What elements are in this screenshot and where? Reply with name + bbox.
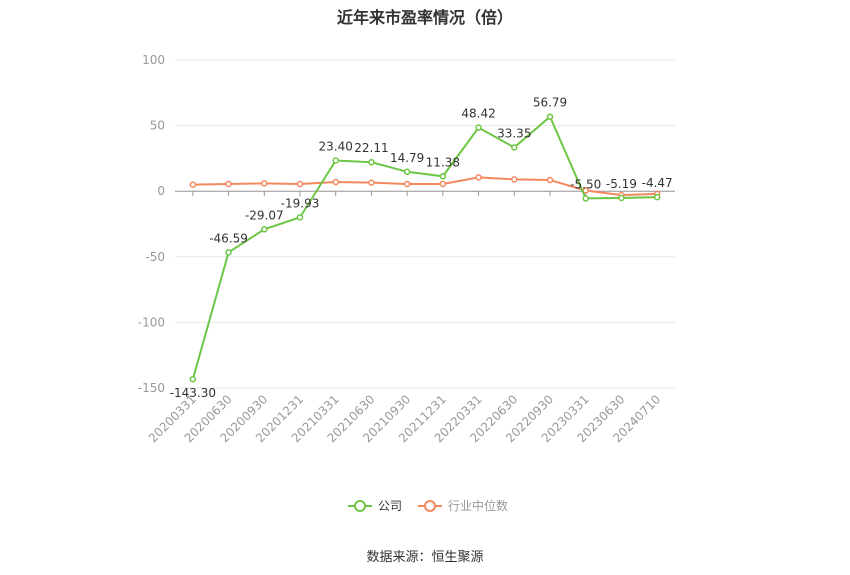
data-label: -4.47 [642, 176, 673, 190]
legend-item: 公司 [348, 499, 402, 513]
legend-label: 公司 [378, 499, 402, 513]
data-point [546, 176, 554, 184]
grid-lines [175, 59, 675, 389]
data-label: -46.59 [209, 231, 248, 245]
x-axis: 2020033120200630202009302020123120210331… [146, 190, 675, 445]
series-line [191, 115, 658, 380]
data-label: -19.93 [281, 196, 320, 210]
data-point [261, 226, 268, 233]
data-point [475, 174, 482, 181]
data-point [439, 180, 447, 188]
data-label: 33.35 [497, 126, 531, 140]
y-tick-label: -150 [138, 381, 165, 395]
data-point [653, 193, 661, 201]
data-point [546, 113, 554, 120]
data-point [296, 214, 304, 221]
data-point [225, 249, 232, 256]
y-axis: 100 50 0 -50 -100 -150 [138, 53, 165, 395]
data-point [296, 180, 304, 188]
y-tick-label: -50 [145, 250, 165, 264]
data-label: 56.79 [533, 96, 567, 110]
chart-title: 近年来市盈率情况（倍） [336, 8, 513, 27]
legend: 公司 行业中位数 [348, 498, 508, 513]
data-label: -5.19 [606, 177, 637, 191]
data-label: -29.07 [245, 208, 284, 222]
data-point [403, 180, 411, 188]
data-point [261, 180, 268, 187]
series-line [192, 176, 658, 197]
data-point [368, 158, 375, 166]
y-tick-label: -100 [138, 315, 165, 329]
data-point [332, 178, 339, 186]
legend-label: 行业中位数 [448, 498, 508, 513]
data-label: 22.11 [354, 141, 388, 155]
data-label: 14.79 [390, 151, 424, 165]
data-point [189, 181, 197, 188]
data-label: 11.38 [426, 155, 460, 169]
data-point [618, 194, 625, 202]
data-label: 48.42 [461, 107, 495, 121]
data-labels: -143.30 -46.59 -29.07-19.93 23.40 22.1114.79… [170, 96, 673, 401]
y-tick-label: 100 [142, 53, 165, 67]
data-point [403, 168, 411, 176]
data-label: -143.30 [170, 386, 216, 400]
data-point [368, 179, 375, 186]
legend-marker [424, 500, 436, 512]
legend-marker [354, 500, 366, 512]
y-tick-label: 50 [150, 119, 165, 133]
data-label: -5.50 [570, 177, 601, 191]
data-point [225, 180, 232, 188]
data-point [511, 144, 518, 151]
data-point [332, 157, 339, 164]
data-point [439, 173, 447, 180]
data-label: 23.40 [319, 139, 353, 153]
source-note: 数据来源：恒生聚源 [366, 550, 484, 565]
data-point [582, 195, 589, 202]
y-tick-label: 0 [157, 184, 165, 198]
data-point [511, 176, 518, 183]
legend-item: 行业中位数 [418, 498, 508, 513]
data-point [475, 124, 482, 131]
series-lines [189, 113, 661, 383]
data-point [189, 375, 197, 383]
